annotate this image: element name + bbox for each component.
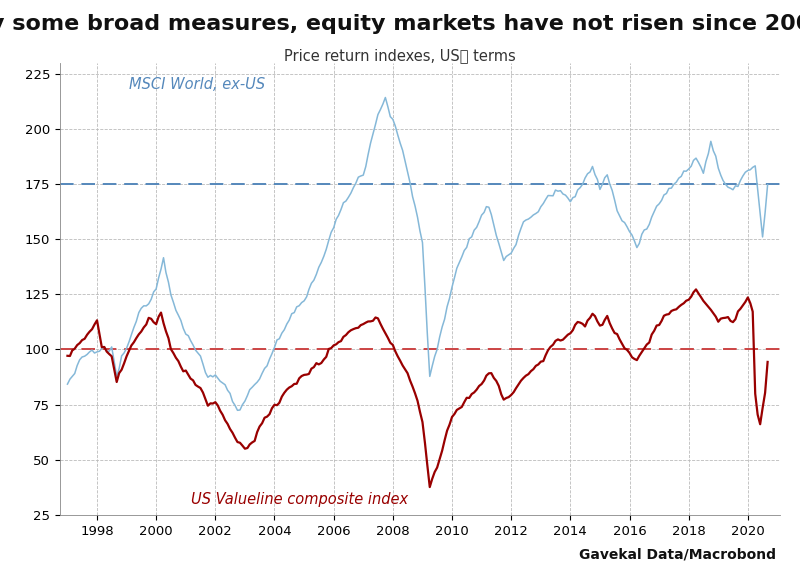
Text: Gavekal Data/Macrobond: Gavekal Data/Macrobond: [579, 547, 776, 562]
Text: US Valueline composite index: US Valueline composite index: [190, 492, 408, 507]
Text: By some broad measures, equity markets have not risen since 2007: By some broad measures, equity markets h…: [0, 14, 800, 34]
Text: MSCI World, ex-US: MSCI World, ex-US: [129, 77, 266, 92]
Text: Price return indexes, USⓈ terms: Price return indexes, USⓈ terms: [284, 48, 516, 63]
